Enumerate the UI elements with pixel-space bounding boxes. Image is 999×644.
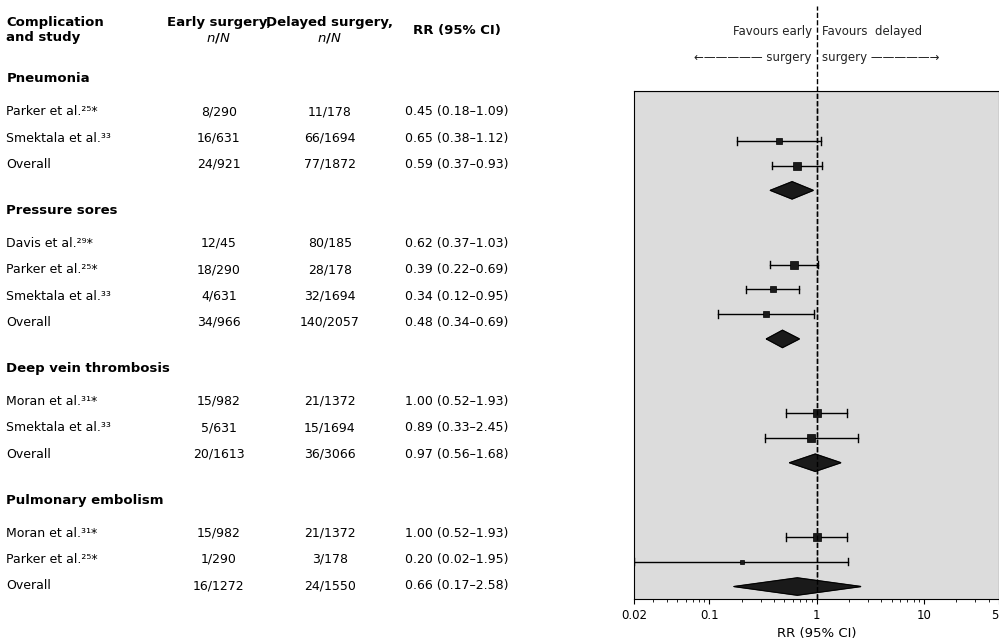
Text: Delayed surgery,
$n$/$N$: Delayed surgery, $n$/$N$ [267,15,394,44]
Text: Smektala et al.³³: Smektala et al.³³ [6,290,111,303]
Text: 24/1550: 24/1550 [304,579,356,592]
Text: 36/3066: 36/3066 [304,448,356,460]
Polygon shape [766,330,799,348]
Text: Moran et al.³¹*: Moran et al.³¹* [6,395,98,408]
Text: 5/631: 5/631 [201,421,237,434]
Text: Deep vein thrombosis: Deep vein thrombosis [6,362,170,375]
Text: Early surgery,
$n$/$N$: Early surgery, $n$/$N$ [167,15,271,44]
Text: 0.20 (0.02–1.95): 0.20 (0.02–1.95) [405,553,508,566]
X-axis label: RR (95% CI): RR (95% CI) [777,627,856,640]
Text: 1.00 (0.52–1.93): 1.00 (0.52–1.93) [405,527,508,540]
Text: Parker et al.²⁵*: Parker et al.²⁵* [6,105,98,118]
Text: 28/178: 28/178 [308,263,352,276]
Text: 0.89 (0.33–2.45): 0.89 (0.33–2.45) [405,421,508,434]
Polygon shape [734,578,861,595]
Text: 20/1613: 20/1613 [193,448,245,460]
Text: 16/631: 16/631 [197,131,241,145]
Text: Overall: Overall [6,448,51,460]
Text: surgery —————→: surgery —————→ [821,51,939,64]
Text: 0.59 (0.37–0.93): 0.59 (0.37–0.93) [405,158,508,171]
Text: 0.66 (0.17–2.58): 0.66 (0.17–2.58) [405,579,508,592]
Text: 1/290: 1/290 [201,553,237,566]
Text: 77/1872: 77/1872 [304,158,356,171]
Text: 0.48 (0.34–0.69): 0.48 (0.34–0.69) [405,316,508,329]
Text: 12/45: 12/45 [201,237,237,250]
Polygon shape [770,182,813,199]
Text: 16/1272: 16/1272 [193,579,245,592]
Text: Parker et al.²⁵*: Parker et al.²⁵* [6,263,98,276]
Text: 1.00 (0.52–1.93): 1.00 (0.52–1.93) [405,395,508,408]
Text: 0.39 (0.22–0.69): 0.39 (0.22–0.69) [406,263,508,276]
Text: 34/966: 34/966 [197,316,241,329]
Text: 66/1694: 66/1694 [304,131,356,145]
Text: 0.34 (0.12–0.95): 0.34 (0.12–0.95) [405,290,508,303]
Text: 15/982: 15/982 [197,395,241,408]
Text: Overall: Overall [6,316,51,329]
Text: Davis et al.²⁹*: Davis et al.²⁹* [6,237,93,250]
Text: 24/921: 24/921 [197,158,241,171]
Text: 8/290: 8/290 [201,105,237,118]
Text: 15/982: 15/982 [197,527,241,540]
Text: 140/2057: 140/2057 [300,316,360,329]
Text: Pneumonia: Pneumonia [6,72,90,86]
Text: 0.97 (0.56–1.68): 0.97 (0.56–1.68) [405,448,508,460]
Text: ←————— surgery: ←————— surgery [694,51,811,64]
Text: Parker et al.²⁵*: Parker et al.²⁵* [6,553,98,566]
Polygon shape [789,454,841,471]
Text: 21/1372: 21/1372 [304,395,356,408]
Text: Pulmonary embolism: Pulmonary embolism [6,494,164,507]
Text: Overall: Overall [6,579,51,592]
Text: 4/631: 4/631 [201,290,237,303]
Text: Complication
and study: Complication and study [6,16,104,44]
Text: Pressure sores: Pressure sores [6,204,118,217]
Text: 21/1372: 21/1372 [304,527,356,540]
Text: 0.45 (0.18–1.09): 0.45 (0.18–1.09) [405,105,508,118]
Text: Smektala et al.³³: Smektala et al.³³ [6,131,111,145]
Text: Favours early: Favours early [732,25,811,38]
Text: 11/178: 11/178 [308,105,352,118]
Text: RR (95% CI): RR (95% CI) [413,24,500,37]
Text: 32/1694: 32/1694 [304,290,356,303]
Text: Moran et al.³¹*: Moran et al.³¹* [6,527,98,540]
Text: 18/290: 18/290 [197,263,241,276]
Text: Favours  delayed: Favours delayed [821,25,922,38]
Text: 0.62 (0.37–1.03): 0.62 (0.37–1.03) [405,237,508,250]
Text: 0.65 (0.38–1.12): 0.65 (0.38–1.12) [405,131,508,145]
Text: Overall: Overall [6,158,51,171]
Text: 15/1694: 15/1694 [304,421,356,434]
Text: 80/185: 80/185 [308,237,352,250]
Text: Smektala et al.³³: Smektala et al.³³ [6,421,111,434]
Text: 3/178: 3/178 [312,553,348,566]
